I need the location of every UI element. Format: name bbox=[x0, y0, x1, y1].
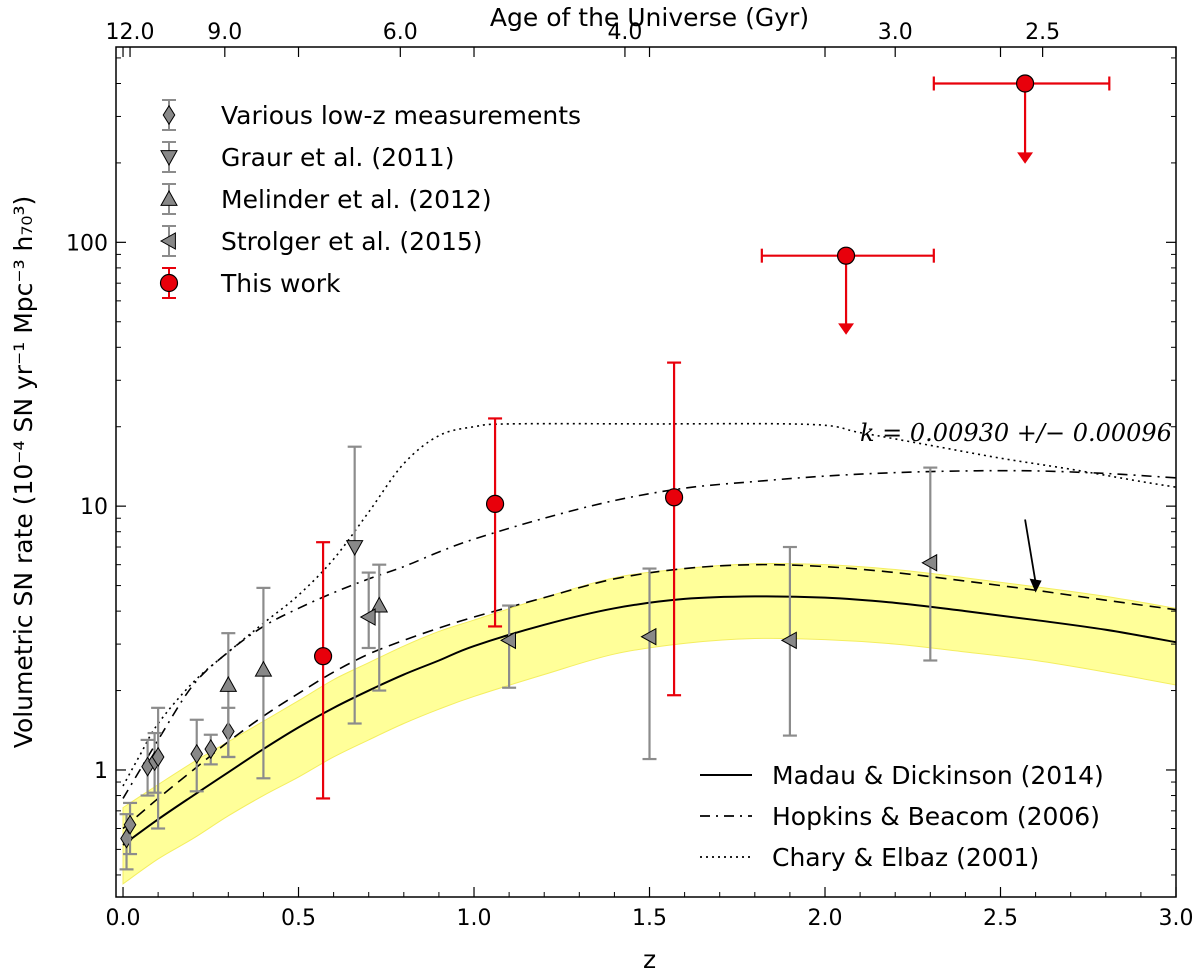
curve-dashed-1 bbox=[122, 563, 1176, 830]
data-point-9 bbox=[219, 632, 238, 759]
legend-point-entry-4: This work bbox=[159, 267, 341, 299]
legend-point-entry-0: Various low-z measurements bbox=[162, 99, 581, 131]
marker-circle bbox=[1015, 74, 1035, 93]
top-tick-label: 2.5 bbox=[1025, 20, 1060, 45]
legend-point-entry-1: Graur et al. (2011) bbox=[160, 141, 454, 173]
uncertainty-band bbox=[122, 562, 1176, 885]
marker-circle bbox=[313, 647, 333, 666]
top-tick-label: 3.0 bbox=[878, 20, 913, 45]
legend-label: Madau & Dickinson (2014) bbox=[772, 761, 1104, 790]
legend-line-entry-2: Chary & Elbaz (2001) bbox=[700, 843, 1039, 872]
marker-circle bbox=[485, 494, 505, 513]
y-axis-title: Volumetric SN rate (10⁻⁴ SN yr⁻¹ Mpc⁻³ h… bbox=[9, 196, 38, 748]
plot-area bbox=[119, 74, 1176, 885]
legend-marker-diamond bbox=[162, 104, 176, 126]
data-point-10 bbox=[254, 586, 273, 780]
marker-triangle-left bbox=[500, 631, 517, 650]
data-point-21 bbox=[932, 74, 1111, 164]
legend-line-entry-0: Madau & Dickinson (2014) bbox=[700, 761, 1104, 790]
upper-limit-arrowhead bbox=[838, 323, 855, 335]
top-tick-label: 9.0 bbox=[207, 20, 242, 45]
legend-line-entry-1: Hopkins & Beacom (2006) bbox=[700, 802, 1100, 831]
data-point-6 bbox=[203, 733, 218, 766]
data-point-11 bbox=[370, 563, 389, 692]
marker-triangle-up bbox=[370, 596, 389, 613]
data-point-18 bbox=[485, 417, 505, 628]
curve-dashdot-2 bbox=[122, 469, 1176, 799]
legend-label: This work bbox=[220, 269, 341, 298]
marker-diamond bbox=[123, 814, 137, 835]
legend-marker-triangle-left bbox=[159, 232, 176, 250]
x-tick-label: 3.0 bbox=[1159, 906, 1194, 931]
legend-layer: Various low-z measurements Graur et al. … bbox=[159, 99, 1104, 872]
marker-triangle-down bbox=[345, 540, 364, 557]
x-axis-title: z bbox=[643, 945, 656, 972]
legend-label: Hopkins & Beacom (2006) bbox=[772, 802, 1100, 831]
annotation-layer: k = 0.00930 +/− 0.00096 bbox=[860, 419, 1172, 593]
marker-diamond bbox=[204, 738, 218, 760]
data-point-4 bbox=[151, 706, 166, 830]
legend-label: Graur et al. (2011) bbox=[221, 143, 454, 172]
data-point-1 bbox=[123, 801, 138, 856]
annotation-arrow-head bbox=[1029, 578, 1042, 593]
legend-point-entry-2: Melinder et al. (2012) bbox=[160, 183, 492, 215]
marker-circle bbox=[664, 488, 684, 507]
marker-triangle-left bbox=[921, 553, 938, 572]
data-point-8 bbox=[345, 445, 364, 725]
data-point-17 bbox=[313, 541, 333, 800]
marker-triangle-left bbox=[780, 631, 797, 650]
y-tick-label: 10 bbox=[80, 495, 108, 520]
legend-marker-triangle-up bbox=[160, 189, 178, 206]
plot-frame bbox=[115, 46, 1177, 898]
marker-triangle-up bbox=[254, 660, 273, 677]
legend-label: Strolger et al. (2015) bbox=[221, 227, 483, 256]
x-tick-label: 1.5 bbox=[632, 906, 667, 931]
x-tick-label: 2.5 bbox=[983, 906, 1018, 931]
top-tick-label: 6.0 bbox=[383, 20, 418, 45]
legend-marker-circle bbox=[159, 273, 179, 293]
annotation-arrow-shaft bbox=[1024, 519, 1037, 583]
data-point-16 bbox=[921, 466, 938, 662]
x-tick-label: 1.0 bbox=[457, 906, 492, 931]
y-tick-label: 1 bbox=[94, 759, 108, 784]
data-point-12 bbox=[359, 571, 376, 650]
curve-solid-0 bbox=[122, 595, 1176, 846]
data-point-5 bbox=[189, 718, 204, 793]
legend-point-entry-3: Strolger et al. (2015) bbox=[159, 225, 483, 257]
top-axis-title: Age of the Universe (Gyr) bbox=[490, 3, 809, 32]
k-annotation-text: k = 0.00930 +/− 0.00096 bbox=[860, 419, 1172, 447]
legend-label: Various low-z measurements bbox=[221, 101, 581, 130]
marker-triangle-up bbox=[219, 675, 238, 692]
legend-label: Melinder et al. (2012) bbox=[221, 185, 492, 214]
marker-circle bbox=[836, 246, 856, 265]
marker-diamond bbox=[151, 746, 165, 768]
axes-layer: 0.0 0.5 1.0 1.5 2.0 2.5 3.0 1 10 100 12.0 9.0 6.0 4.0… bbox=[9, 3, 1194, 972]
top-tick-label: 4.0 bbox=[607, 20, 642, 45]
data-point-14 bbox=[640, 567, 657, 761]
data-point-15 bbox=[780, 545, 797, 737]
legend-marker-triangle-down bbox=[160, 150, 178, 167]
data-point-19 bbox=[664, 361, 684, 697]
legend-label: Chary & Elbaz (2001) bbox=[772, 843, 1039, 872]
marker-triangle-left bbox=[640, 627, 657, 646]
marker-diamond bbox=[190, 743, 204, 765]
x-tick-label: 0.5 bbox=[281, 906, 316, 931]
top-tick-label: 12.0 bbox=[106, 20, 155, 45]
marker-triangle-left bbox=[359, 608, 376, 626]
y-tick-label: 100 bbox=[66, 231, 108, 256]
data-point-20 bbox=[760, 246, 935, 335]
x-tick-label: 0.0 bbox=[106, 906, 141, 931]
data-point-13 bbox=[500, 604, 517, 689]
x-tick-label: 2.0 bbox=[808, 906, 843, 931]
upper-limit-arrowhead bbox=[1017, 152, 1034, 164]
